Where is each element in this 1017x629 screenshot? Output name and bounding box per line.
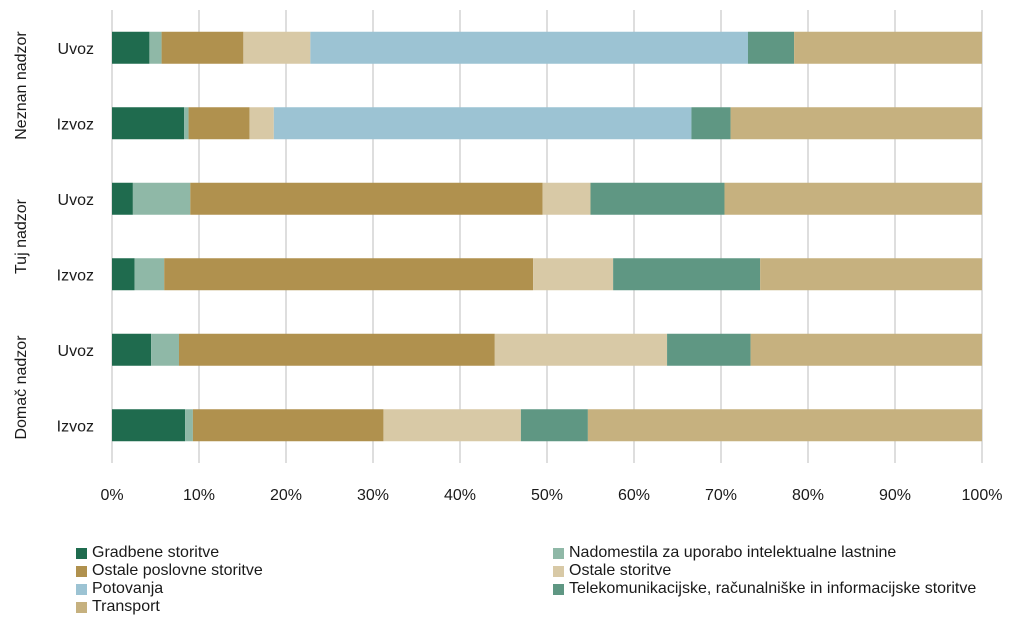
- x-tick-label: 100%: [962, 487, 1003, 504]
- bar-segment-gradbene-storitve: [112, 182, 133, 215]
- bar-segment-ostale-poslovne-storitve: [161, 31, 244, 64]
- bar-segment-transport: [750, 333, 982, 366]
- bars: [112, 31, 982, 442]
- bar-segment-ostale-poslovne-storitve: [190, 182, 543, 215]
- category-labels: Uvoz Izvoz Uvoz Izvoz Uvoz Izvoz: [57, 41, 94, 436]
- x-tick-label: 90%: [879, 487, 911, 504]
- bar-segment-ostale-poslovne-storitve: [178, 333, 495, 366]
- bar-segment-telekomunikacijske-ra-unalni-ke-in-informacijske-storitve: [613, 258, 761, 291]
- bar-segment-ostale-storitve: [494, 333, 668, 366]
- x-tick-label: 40%: [444, 487, 476, 504]
- category-label: Izvoz: [57, 418, 94, 435]
- group-label: Domač nadzor: [13, 335, 30, 440]
- gridlines: [111, 10, 983, 463]
- category-label: Uvoz: [58, 343, 94, 360]
- category-label: Uvoz: [58, 192, 94, 209]
- bar-segment-gradbene-storitve: [112, 409, 186, 442]
- category-label: Uvoz: [58, 41, 94, 58]
- bar-segment-telekomunikacijske-ra-unalni-ke-in-informacijske-storitve: [747, 31, 795, 64]
- bar-segment-ostale-storitve: [383, 409, 521, 442]
- bar-segment-ostale-storitve: [533, 258, 614, 291]
- bar-segment-telekomunikacijske-ra-unalni-ke-in-informacijske-storitve: [520, 409, 588, 442]
- x-tick-label: 0%: [100, 487, 123, 504]
- x-tick-label: 20%: [270, 487, 302, 504]
- bar-segment-nadomestila-za-uporabo-intelektualne-lastnine: [132, 182, 191, 215]
- group-label: Tuj nadzor: [13, 198, 30, 274]
- x-tick-label: 50%: [531, 487, 563, 504]
- bar-segment-telekomunikacijske-ra-unalni-ke-in-informacijske-storitve: [667, 333, 751, 366]
- bar-segment-nadomestila-za-uporabo-intelektualne-lastnine: [149, 31, 162, 64]
- bar-segment-gradbene-storitve: [112, 107, 185, 140]
- x-tick-label: 70%: [705, 487, 737, 504]
- bar-segment-ostale-poslovne-storitve: [192, 409, 384, 442]
- bar-segment-nadomestila-za-uporabo-intelektualne-lastnine: [185, 409, 193, 442]
- bar-segment-ostale-storitve: [243, 31, 311, 64]
- bar-segment-ostale-storitve: [542, 182, 591, 215]
- bar-segment-ostale-poslovne-storitve: [164, 258, 534, 291]
- group-labels: Neznan nadzor Tuj nadzor Domač nadzor: [13, 31, 30, 440]
- bar-segment-nadomestila-za-uporabo-intelektualne-lastnine: [134, 258, 165, 291]
- x-tick-label: 60%: [618, 487, 650, 504]
- bar-segment-gradbene-storitve: [112, 333, 152, 366]
- x-tick-label: 80%: [792, 487, 824, 504]
- bar-segment-ostale-poslovne-storitve: [188, 107, 250, 140]
- category-label: Izvoz: [57, 267, 94, 284]
- x-axis-ticks: 0% 10% 20% 30% 40% 50% 60% 70% 80% 90% 100%: [100, 487, 1002, 504]
- bar-segment-potovanja: [310, 31, 748, 64]
- bar-segment-potovanja: [273, 107, 692, 140]
- bar-segment-gradbene-storitve: [112, 31, 150, 64]
- bar-segment-telekomunikacijske-ra-unalni-ke-in-informacijske-storitve: [691, 107, 731, 140]
- bar-segment-nadomestila-za-uporabo-intelektualne-lastnine: [151, 333, 179, 366]
- bar-segment-transport: [794, 31, 982, 64]
- bar-segment-transport: [760, 258, 982, 291]
- bar-segment-ostale-storitve: [249, 107, 274, 140]
- bar-segment-transport: [724, 182, 982, 215]
- bar-segment-gradbene-storitve: [112, 258, 135, 291]
- bar-segment-transport: [730, 107, 982, 140]
- bar-segment-nadomestila-za-uporabo-intelektualne-lastnine: [184, 107, 189, 140]
- x-tick-label: 10%: [183, 487, 215, 504]
- group-label: Neznan nadzor: [13, 31, 30, 140]
- bar-segment-telekomunikacijske-ra-unalni-ke-in-informacijske-storitve: [590, 182, 725, 215]
- bar-segment-transport: [587, 409, 982, 442]
- x-tick-label: 30%: [357, 487, 389, 504]
- category-label: Izvoz: [57, 116, 94, 133]
